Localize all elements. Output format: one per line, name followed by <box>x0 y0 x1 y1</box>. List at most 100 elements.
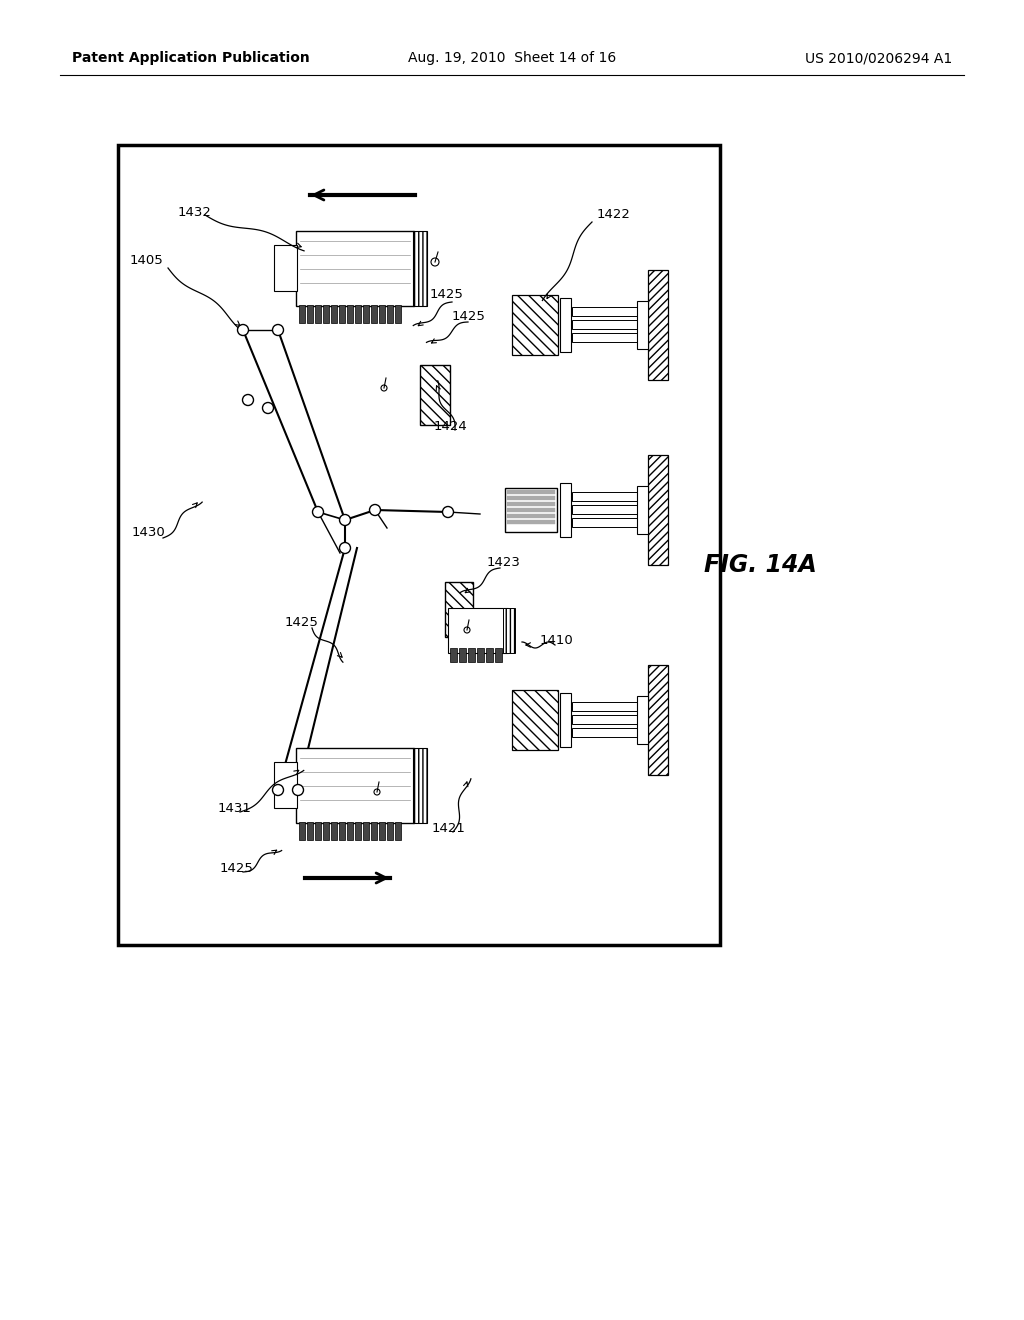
Text: 1425: 1425 <box>430 289 464 301</box>
Bar <box>445 582 473 638</box>
Bar <box>362 822 369 840</box>
Bar <box>637 486 648 535</box>
Circle shape <box>312 507 324 517</box>
Bar <box>486 648 493 663</box>
Bar <box>637 696 648 744</box>
Bar <box>299 305 305 323</box>
Text: 1425: 1425 <box>285 615 318 628</box>
Circle shape <box>340 543 350 553</box>
Bar <box>387 822 393 840</box>
Bar <box>362 305 369 323</box>
Circle shape <box>374 789 380 795</box>
Circle shape <box>370 504 381 516</box>
Bar <box>477 648 484 663</box>
Bar <box>572 492 648 502</box>
Circle shape <box>262 403 273 413</box>
Bar <box>648 455 668 565</box>
Bar <box>572 506 648 513</box>
Circle shape <box>272 325 284 335</box>
Text: 1432: 1432 <box>178 206 212 219</box>
Bar <box>503 609 515 653</box>
Circle shape <box>442 507 454 517</box>
Bar <box>339 305 345 323</box>
Bar <box>637 301 648 348</box>
Text: 1422: 1422 <box>597 209 631 222</box>
Text: 1405: 1405 <box>130 253 164 267</box>
Bar <box>395 822 401 840</box>
Bar <box>307 822 313 840</box>
Bar <box>648 271 668 380</box>
Bar <box>118 145 720 945</box>
Text: 1425: 1425 <box>220 862 254 874</box>
Bar <box>371 822 377 840</box>
Bar <box>420 366 450 425</box>
Bar <box>512 690 558 750</box>
Bar <box>512 294 558 355</box>
Bar <box>413 231 427 306</box>
Bar <box>331 305 337 323</box>
Circle shape <box>293 784 303 796</box>
Bar <box>395 305 401 323</box>
Bar <box>507 490 555 494</box>
Circle shape <box>340 515 350 525</box>
Bar <box>449 609 508 653</box>
Text: 1421: 1421 <box>432 821 466 834</box>
Text: 1410: 1410 <box>540 634 573 647</box>
Bar <box>507 520 555 524</box>
Bar <box>572 729 648 737</box>
Circle shape <box>381 385 387 391</box>
Bar <box>648 665 668 775</box>
Bar <box>572 308 648 315</box>
Bar <box>387 305 393 323</box>
Bar <box>355 305 361 323</box>
Text: 1423: 1423 <box>487 556 521 569</box>
Bar <box>274 246 297 290</box>
Bar <box>371 305 377 323</box>
Circle shape <box>238 325 249 335</box>
Text: Aug. 19, 2010  Sheet 14 of 16: Aug. 19, 2010 Sheet 14 of 16 <box>408 51 616 65</box>
Bar <box>459 648 466 663</box>
Bar <box>296 748 414 822</box>
Bar <box>347 822 353 840</box>
Bar <box>560 693 571 747</box>
Text: 1431: 1431 <box>218 801 252 814</box>
Bar <box>495 648 502 663</box>
Bar <box>560 298 571 352</box>
Bar <box>323 305 329 323</box>
Bar <box>507 496 555 500</box>
Bar <box>572 319 648 329</box>
Bar <box>296 231 414 306</box>
Text: US 2010/0206294 A1: US 2010/0206294 A1 <box>805 51 952 65</box>
Bar <box>572 517 648 527</box>
Text: Patent Application Publication: Patent Application Publication <box>72 51 309 65</box>
Circle shape <box>464 627 470 634</box>
Text: 1430: 1430 <box>132 525 166 539</box>
Bar <box>572 702 648 711</box>
Bar <box>274 762 297 808</box>
Bar <box>339 822 345 840</box>
Bar <box>299 822 305 840</box>
Bar <box>307 305 313 323</box>
Bar <box>331 822 337 840</box>
Bar <box>505 488 557 532</box>
Bar <box>507 508 555 512</box>
Bar <box>413 748 427 822</box>
Text: 1425: 1425 <box>452 310 485 323</box>
Bar <box>507 513 555 517</box>
Circle shape <box>272 784 284 796</box>
Bar <box>315 305 321 323</box>
Text: 1424: 1424 <box>434 421 468 433</box>
Bar <box>323 822 329 840</box>
Bar <box>572 715 648 723</box>
Bar <box>315 822 321 840</box>
Bar <box>560 483 571 537</box>
Bar <box>468 648 475 663</box>
Bar <box>347 305 353 323</box>
Circle shape <box>243 395 254 405</box>
Text: FIG. 14A: FIG. 14A <box>703 553 816 577</box>
Bar <box>572 333 648 342</box>
Bar <box>507 502 555 506</box>
Circle shape <box>431 257 439 267</box>
Bar <box>450 648 457 663</box>
Bar <box>379 822 385 840</box>
